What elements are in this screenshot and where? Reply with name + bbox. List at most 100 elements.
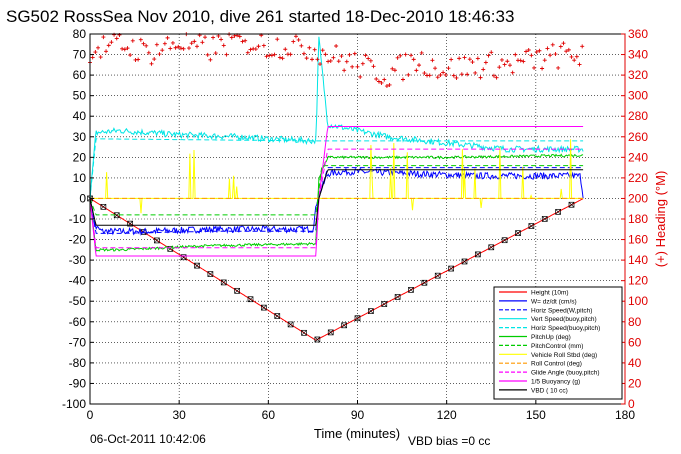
timestamp-footer: 06-Oct-2011 10:42:06 <box>90 432 206 446</box>
legend-entry: Vehicle Roll Stbd (deg) <box>531 352 597 359</box>
heading-point <box>261 43 266 48</box>
height-marker-cross <box>394 294 401 300</box>
heading-point <box>323 52 328 57</box>
height-marker-cross <box>501 237 508 243</box>
heading-point <box>561 41 566 46</box>
heading-point <box>186 46 191 51</box>
heading-point <box>577 62 582 67</box>
heading-point <box>483 60 488 65</box>
y-tick-label: 50 <box>73 89 87 103</box>
heading-point <box>211 35 216 40</box>
heading-point <box>574 54 579 59</box>
right-y-tick-label: 140 <box>628 253 648 267</box>
height-marker-cross <box>114 212 120 218</box>
heading-point <box>422 71 427 76</box>
heading-point <box>502 62 507 67</box>
height-marker <box>515 230 521 236</box>
heading-point <box>438 73 443 78</box>
height-marker-cross <box>408 287 414 293</box>
heading-point <box>414 68 419 73</box>
series-pitchup-deg <box>89 153 584 252</box>
heading-point <box>157 52 162 57</box>
heading-point <box>360 61 365 66</box>
x-tick-label: 30 <box>172 408 186 422</box>
heading-point <box>256 44 261 49</box>
height-marker <box>274 313 281 319</box>
heading-point <box>293 34 298 39</box>
heading-point <box>291 39 296 44</box>
heading-point <box>288 52 293 57</box>
heading-point <box>419 50 424 55</box>
heading-point <box>326 59 331 64</box>
heading-point <box>374 77 379 82</box>
height-marker <box>301 329 307 336</box>
series-1-5-buoyancy-g <box>89 126 584 257</box>
height-marker-cross <box>421 280 428 286</box>
heading-point <box>524 49 529 54</box>
right-y-tick-label: 0 <box>628 397 635 411</box>
height-marker <box>368 308 374 314</box>
height-marker <box>154 237 160 244</box>
heading-point <box>200 40 205 45</box>
height-marker-cross <box>301 330 307 336</box>
heading-point <box>342 68 347 73</box>
heading-point <box>489 50 494 55</box>
x-tick-label: 120 <box>437 408 457 422</box>
heading-point <box>122 47 127 52</box>
heading-point <box>221 43 226 48</box>
heading-point <box>529 53 534 58</box>
heading-point <box>497 65 502 70</box>
heading-point <box>366 56 371 61</box>
height-marker <box>194 262 200 269</box>
heading-point <box>457 56 462 61</box>
y-tick-label: -90 <box>69 376 87 390</box>
heading-point <box>213 51 218 56</box>
heading-point <box>494 75 499 80</box>
heading-point <box>417 63 422 68</box>
heading-point <box>403 52 408 57</box>
legend-entry: Vert Speed(buoy,pitch) <box>531 316 597 323</box>
right-y-tick-label: 20 <box>628 376 642 390</box>
heading-point <box>427 73 432 78</box>
heading-point <box>550 42 555 47</box>
height-marker-cross <box>381 301 387 307</box>
heading-point <box>350 64 355 69</box>
heading-point <box>465 72 470 77</box>
right-y-tick-label: 220 <box>628 171 648 185</box>
right-y-tick-label: 340 <box>628 48 648 62</box>
heading-point <box>114 36 119 41</box>
height-marker-cross <box>287 321 294 328</box>
height-marker <box>541 216 548 222</box>
heading-point <box>451 73 456 78</box>
series-pitchcontrol-mm <box>89 165 584 216</box>
height-marker <box>287 321 294 328</box>
heading-point <box>208 57 213 62</box>
height-marker-cross <box>488 244 494 251</box>
right-y-tick-label: 180 <box>628 212 648 226</box>
height-marker <box>434 272 441 279</box>
heading-point <box>347 52 352 57</box>
heading-point <box>315 57 320 62</box>
heading-point <box>339 54 344 59</box>
right-y-tick-label: 160 <box>628 233 648 247</box>
height-marker-cross <box>247 296 254 302</box>
height-marker <box>207 271 214 277</box>
heading-point <box>248 47 253 52</box>
heading-point <box>387 82 392 87</box>
heading-point <box>195 44 199 49</box>
heading-point <box>526 47 531 52</box>
heading-point <box>556 65 561 70</box>
heading-point <box>336 59 341 64</box>
heading-point <box>406 72 411 77</box>
height-marker <box>461 258 468 265</box>
right-y-axis-label: (+) Heading (°M) <box>653 171 668 268</box>
height-marker-cross <box>461 258 468 265</box>
height-marker <box>314 336 321 343</box>
right-y-tick-label: 280 <box>628 109 648 123</box>
heading-point <box>449 57 454 62</box>
heading-point <box>331 55 336 60</box>
heading-point <box>344 59 349 64</box>
y-tick-label: 40 <box>73 109 87 123</box>
y-tick-label: -70 <box>69 335 87 349</box>
